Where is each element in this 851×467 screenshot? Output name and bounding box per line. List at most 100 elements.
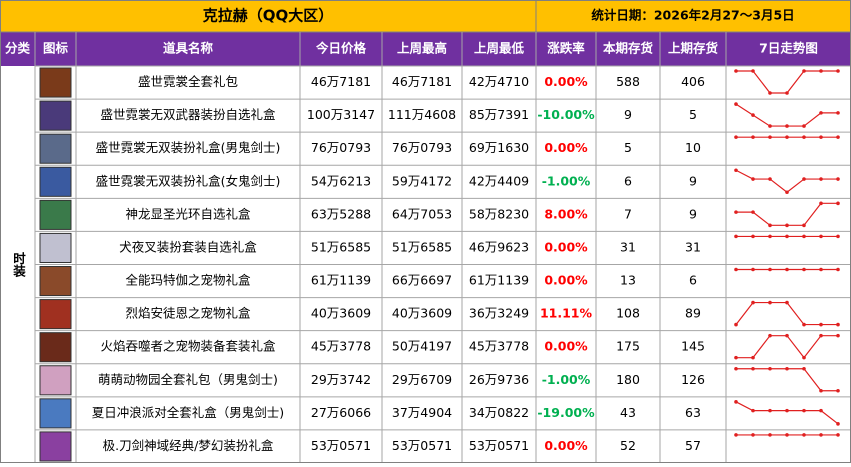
trend-point <box>819 69 823 73</box>
trend-line <box>735 301 838 326</box>
trend-point <box>836 388 840 393</box>
trend-point <box>802 223 806 228</box>
trend-point <box>785 433 789 437</box>
trend-point <box>819 177 823 181</box>
today: 40万3609 <box>311 306 371 321</box>
trend-point <box>836 267 840 272</box>
item-icon <box>39 398 72 429</box>
prev-stock: 10 <box>685 140 701 155</box>
trend-line <box>735 401 839 425</box>
trend-point <box>734 102 738 106</box>
name: 萌萌动物园全套礼包（男鬼剑士) <box>98 372 278 387</box>
column-header: 上周最高 <box>397 41 447 56</box>
trend-point <box>802 355 806 360</box>
trend-point <box>734 267 738 272</box>
name: 极.刀剑神域经典/梦幻装扮礼盒 <box>103 438 274 453</box>
trend-point <box>768 267 772 272</box>
trend-point <box>768 124 772 128</box>
prev-stock: 5 <box>689 107 697 122</box>
column-header: 分类 <box>5 41 31 56</box>
trend-point <box>802 322 806 327</box>
trend-line <box>736 335 838 359</box>
name: 盛世霓裳无双武器装扮自选礼盒 <box>100 107 276 122</box>
stock: 43 <box>620 405 636 420</box>
stock: 7 <box>624 206 632 221</box>
high: 50万4197 <box>392 339 452 354</box>
stock: 108 <box>616 306 640 321</box>
trend-point <box>819 201 823 206</box>
trend-point <box>785 135 789 139</box>
high: 29万6709 <box>392 372 452 387</box>
column-header: 今日价格 <box>315 41 367 56</box>
today: 76万0793 <box>311 140 371 155</box>
today: 46万7181 <box>311 74 371 89</box>
trend-point <box>768 300 772 305</box>
item-icon <box>39 67 72 98</box>
name: 火焰吞噬者之宠物装备套装礼盒 <box>100 339 276 354</box>
trend-point <box>768 234 772 239</box>
trend-point <box>785 267 789 272</box>
trend-point <box>819 135 823 139</box>
stock: 175 <box>616 339 640 354</box>
trend-point <box>802 124 806 128</box>
trend-point <box>819 111 823 115</box>
trend-point <box>836 177 840 181</box>
trend-point <box>768 366 772 371</box>
trend-point <box>751 69 755 73</box>
change: -1.00% <box>542 173 591 188</box>
stock: 6 <box>624 173 632 188</box>
high: 59万4172 <box>392 173 452 188</box>
trend-point <box>751 135 755 139</box>
trend-point <box>751 234 755 239</box>
item-icon <box>39 100 72 131</box>
trend-point <box>734 69 738 73</box>
today: 54万6213 <box>311 173 371 188</box>
name: 盛世霓裳无双装扮礼盒(男鬼剑士) <box>96 140 281 155</box>
low: 42万4409 <box>469 173 529 188</box>
trend-point <box>836 135 840 139</box>
high: 66万6697 <box>392 273 452 288</box>
trend-point <box>785 300 789 305</box>
trend-point <box>751 113 755 117</box>
trend-point <box>734 433 738 437</box>
change: 8.00% <box>544 206 588 221</box>
trend-point <box>768 223 772 228</box>
low: 58万8230 <box>469 206 529 221</box>
column-header: 上周最低 <box>474 41 525 56</box>
stock: 52 <box>620 438 636 453</box>
trend-point <box>802 135 806 139</box>
stock: 13 <box>620 273 636 288</box>
item-icon <box>39 232 72 264</box>
trend-point <box>802 177 806 181</box>
stock: 180 <box>616 372 640 387</box>
trend-point <box>734 400 738 404</box>
trend-point <box>751 355 755 360</box>
trend-point <box>734 210 738 214</box>
prev-stock: 9 <box>689 173 697 188</box>
name: 犬夜叉装扮套装自选礼盒 <box>119 239 257 254</box>
trend-point <box>836 433 840 437</box>
category: 时装 <box>11 251 26 278</box>
column-header: 上期存货 <box>668 41 719 56</box>
trend-point <box>768 433 772 437</box>
low: 61万1139 <box>469 273 529 288</box>
high: 111万4608 <box>388 107 456 122</box>
trend-point <box>751 300 755 305</box>
low: 36万3249 <box>469 306 529 321</box>
trend-point <box>802 366 806 371</box>
change: 0.00% <box>544 339 588 354</box>
name: 盛世霓裳无双装扮礼盒(女鬼剑士) <box>96 173 281 188</box>
column-header: 本期存货 <box>603 41 654 56</box>
trend-point <box>768 91 772 95</box>
trend-point <box>785 366 789 371</box>
change: 0.00% <box>544 273 588 288</box>
low: 69万1630 <box>469 140 529 155</box>
trend-point <box>819 408 823 413</box>
stock: 9 <box>624 107 632 122</box>
trend-point <box>751 267 755 272</box>
name: 夏日冲浪派对全套礼盒（男鬼剑士) <box>92 405 284 420</box>
trend-point <box>751 433 755 437</box>
low: 26万9736 <box>469 372 529 387</box>
trend-point <box>785 333 789 338</box>
low: 45万3778 <box>469 339 529 354</box>
